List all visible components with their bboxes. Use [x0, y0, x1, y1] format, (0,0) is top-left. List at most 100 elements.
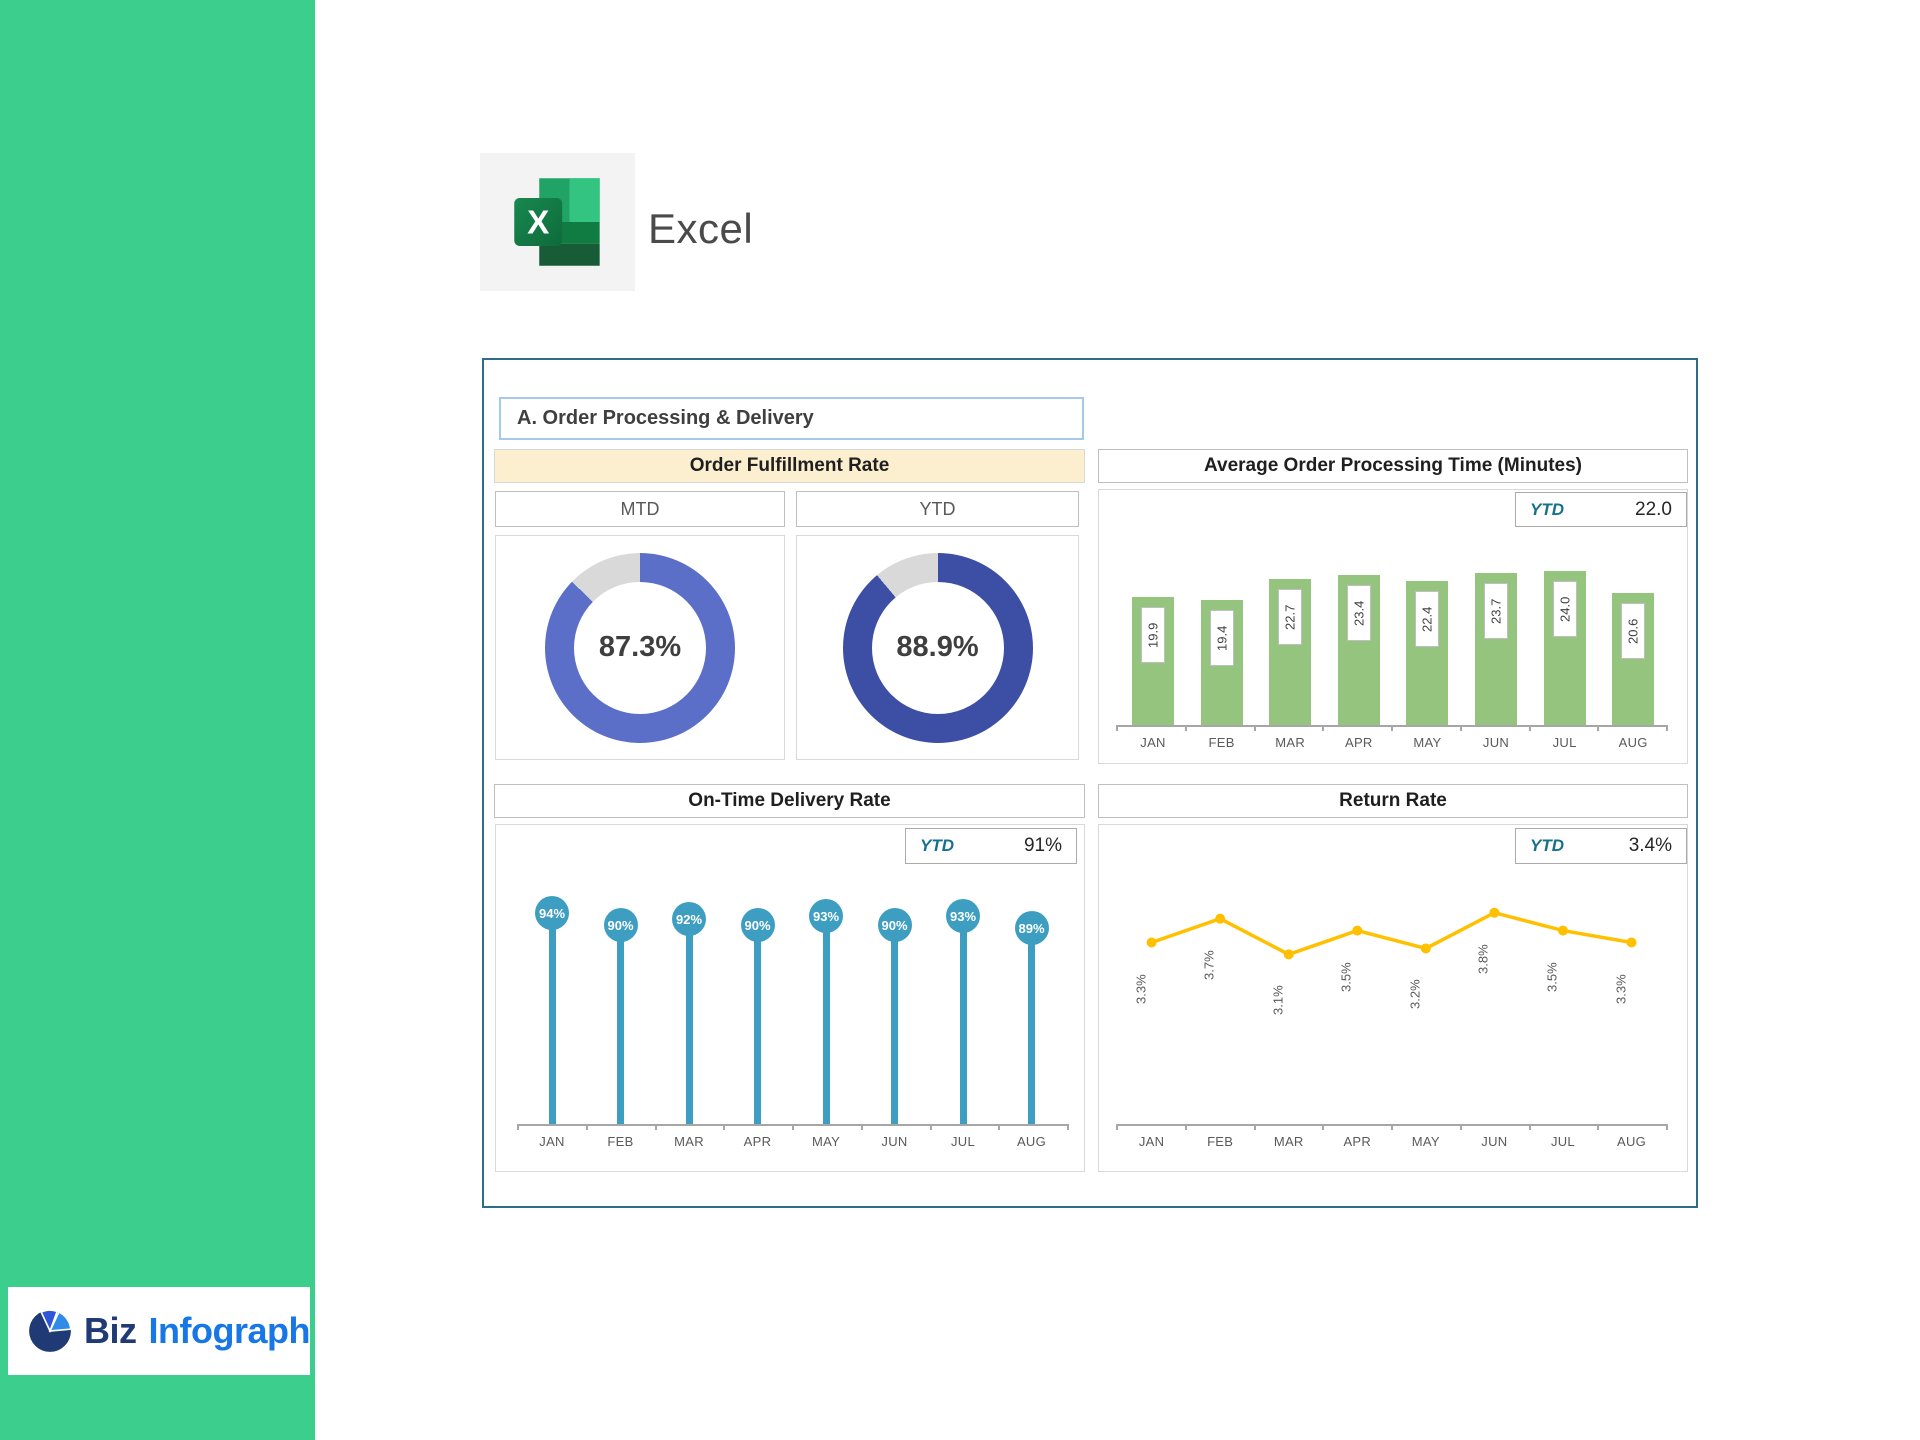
- biz-infograph-logo: Biz Infograph: [8, 1287, 311, 1375]
- return-value-label: 3.7%: [1201, 949, 1217, 980]
- processing-ytd-label: YTD: [1530, 499, 1564, 519]
- ontime-stick: [754, 925, 761, 1124]
- return-month-label: MAR: [1273, 1134, 1304, 1149]
- processing-month-label: APR: [1344, 735, 1373, 750]
- processing-time-plot: 19.9 19.4 22.7 23.4 22.4 23.7 24.0 20.6 JAN FEB MA…: [1099, 490, 1687, 763]
- processing-bar-value: 19.9: [1141, 607, 1165, 664]
- ontime-axis-tick: [654, 1124, 657, 1130]
- ontime-stick: [548, 913, 556, 1124]
- ontime-marker: 89%: [1014, 911, 1049, 945]
- processing-axis-tick: [1459, 725, 1462, 731]
- processing-axis-tick: [1184, 725, 1187, 731]
- return-axis-tick: [1528, 1124, 1531, 1130]
- return-axis-tick: [1253, 1124, 1256, 1130]
- ontime-axis-tick: [860, 1124, 863, 1130]
- ytd-donut-value: 88.9%: [896, 631, 979, 663]
- ontime-axis-tick: [517, 1124, 519, 1130]
- ontime-marker: 92%: [672, 902, 706, 936]
- return-value-label: 3.5%: [1544, 961, 1560, 992]
- processing-month-label: AUG: [1618, 735, 1648, 750]
- ontime-axis-tick: [998, 1124, 1001, 1130]
- fulfillment-header: Order Fulfillment Rate: [494, 449, 1085, 483]
- processing-month-label: JAN: [1140, 735, 1166, 750]
- processing-bar-value: 23.7: [1484, 582, 1508, 639]
- return-value-label: 3.2%: [1407, 979, 1423, 1010]
- processing-time-header: Average Order Processing Time (Minutes): [1098, 449, 1688, 483]
- ontime-stick: [685, 919, 693, 1124]
- ontime-marker: 93%: [809, 899, 843, 933]
- pie-chart-icon: [29, 1309, 72, 1352]
- return-marker: [1352, 925, 1363, 936]
- return-axis-tick: [1184, 1124, 1187, 1130]
- return-line-svg: [1146, 907, 1637, 960]
- processing-axis-tick: [1322, 725, 1325, 731]
- excel-app-label: Excel: [648, 205, 754, 252]
- return-plot: 3.3% 3.7% 3.1% 3.5% 3.2% 3.8% 3.5% 3.3% JAN FEB MA…: [1099, 825, 1687, 1171]
- mtd-donut-ring: 87.3%: [545, 552, 735, 743]
- ontime-month-label: AUG: [1016, 1134, 1047, 1149]
- ytd-donut-chart: 88.9%: [796, 535, 1079, 760]
- return-marker: [1489, 907, 1500, 918]
- ontime-marker: 90%: [603, 908, 638, 942]
- return-ytd-box: YTD 3.4%: [1515, 828, 1687, 864]
- ontime-month-label: APR: [743, 1134, 772, 1149]
- return-value-label: 3.8%: [1475, 943, 1491, 974]
- processing-axis-tick: [1253, 725, 1256, 731]
- return-axis-tick: [1391, 1124, 1393, 1130]
- processing-axis-tick: [1391, 725, 1393, 731]
- return-month-label: JUN: [1481, 1134, 1508, 1149]
- ontime-month-label: JUN: [881, 1134, 908, 1149]
- return-month-label: AUG: [1616, 1134, 1647, 1149]
- ontime-stick: [617, 925, 624, 1124]
- processing-month-label: JUL: [1552, 735, 1577, 750]
- ontime-stick: [959, 916, 967, 1124]
- processing-axis-tick: [1528, 725, 1531, 731]
- return-axis-tick: [1666, 1124, 1668, 1130]
- return-month-label: APR: [1343, 1134, 1372, 1149]
- excel-icon: X: [513, 178, 600, 266]
- dashboard-frame: A. Order Processing & Delivery Order Ful…: [482, 358, 1698, 1208]
- processing-ytd-box: YTD 22.0: [1515, 492, 1687, 527]
- processing-ytd-value: 22.0: [1635, 498, 1672, 520]
- return-axis-tick: [1597, 1124, 1600, 1130]
- mtd-donut-chart: 87.3%: [495, 535, 785, 760]
- ontime-month-label: JUL: [950, 1134, 976, 1149]
- return-value-label: 3.1%: [1270, 985, 1286, 1016]
- return-marker: [1146, 937, 1157, 948]
- ontime-month-label: FEB: [607, 1134, 634, 1149]
- ontime-axis-tick: [929, 1124, 932, 1130]
- return-marker: [1626, 937, 1637, 948]
- processing-time-chart: YTD 22.0 19.9 19.4 22.7 23.4 22.4 23.7 24.0 20.…: [1098, 489, 1688, 764]
- return-chart: YTD 3.4% 3.3% 3.7% 3.1% 3.5% 3.2% 3.8% 3.5% 3.3…: [1098, 824, 1688, 1172]
- processing-bar-value: 20.6: [1621, 602, 1646, 659]
- processing-month-label: JUN: [1482, 735, 1510, 750]
- ontime-marker: 94%: [535, 896, 569, 930]
- ontime-ytd-box: YTD 91%: [905, 828, 1077, 864]
- ontime-ytd-value: 91%: [1023, 835, 1062, 856]
- ontime-month-label: MAR: [674, 1134, 704, 1149]
- ytd-donut-wrap: 88.9%: [797, 536, 1078, 759]
- processing-bar-value: 23.4: [1346, 584, 1371, 641]
- ontime-marker: 90%: [740, 908, 775, 942]
- processing-axis-tick: [1666, 725, 1668, 731]
- processing-bar-value: 24.0: [1552, 580, 1577, 637]
- ontime-axis-tick: [585, 1124, 588, 1130]
- ontime-marker: 90%: [877, 908, 912, 942]
- ontime-plot: 94% 90% 92% 90% 93% 90% 93% 89% JAN FEB MAR APR MAY J…: [496, 825, 1084, 1171]
- return-month-label: JUL: [1550, 1134, 1575, 1149]
- ontime-axis-tick: [723, 1124, 726, 1130]
- return-month-label: JAN: [1138, 1134, 1165, 1149]
- ontime-month-label: MAY: [811, 1134, 841, 1149]
- return-marker: [1557, 925, 1568, 936]
- processing-month-label: MAR: [1275, 735, 1306, 750]
- return-axis-tick: [1116, 1124, 1118, 1130]
- return-value-label: 3.3%: [1133, 973, 1149, 1004]
- return-value-label: 3.5%: [1338, 961, 1354, 992]
- return-month-label: FEB: [1207, 1134, 1234, 1149]
- return-header: Return Rate: [1098, 784, 1688, 818]
- ontime-axis-tick: [1067, 1124, 1069, 1130]
- ontime-chart: YTD 91% 94% 90% 92% 90% 93% 90% 93% 89% JAN FEB MA…: [495, 824, 1085, 1172]
- mtd-label-box: MTD: [495, 491, 785, 527]
- return-axis-tick: [1459, 1124, 1462, 1130]
- svg-text:X: X: [527, 204, 549, 241]
